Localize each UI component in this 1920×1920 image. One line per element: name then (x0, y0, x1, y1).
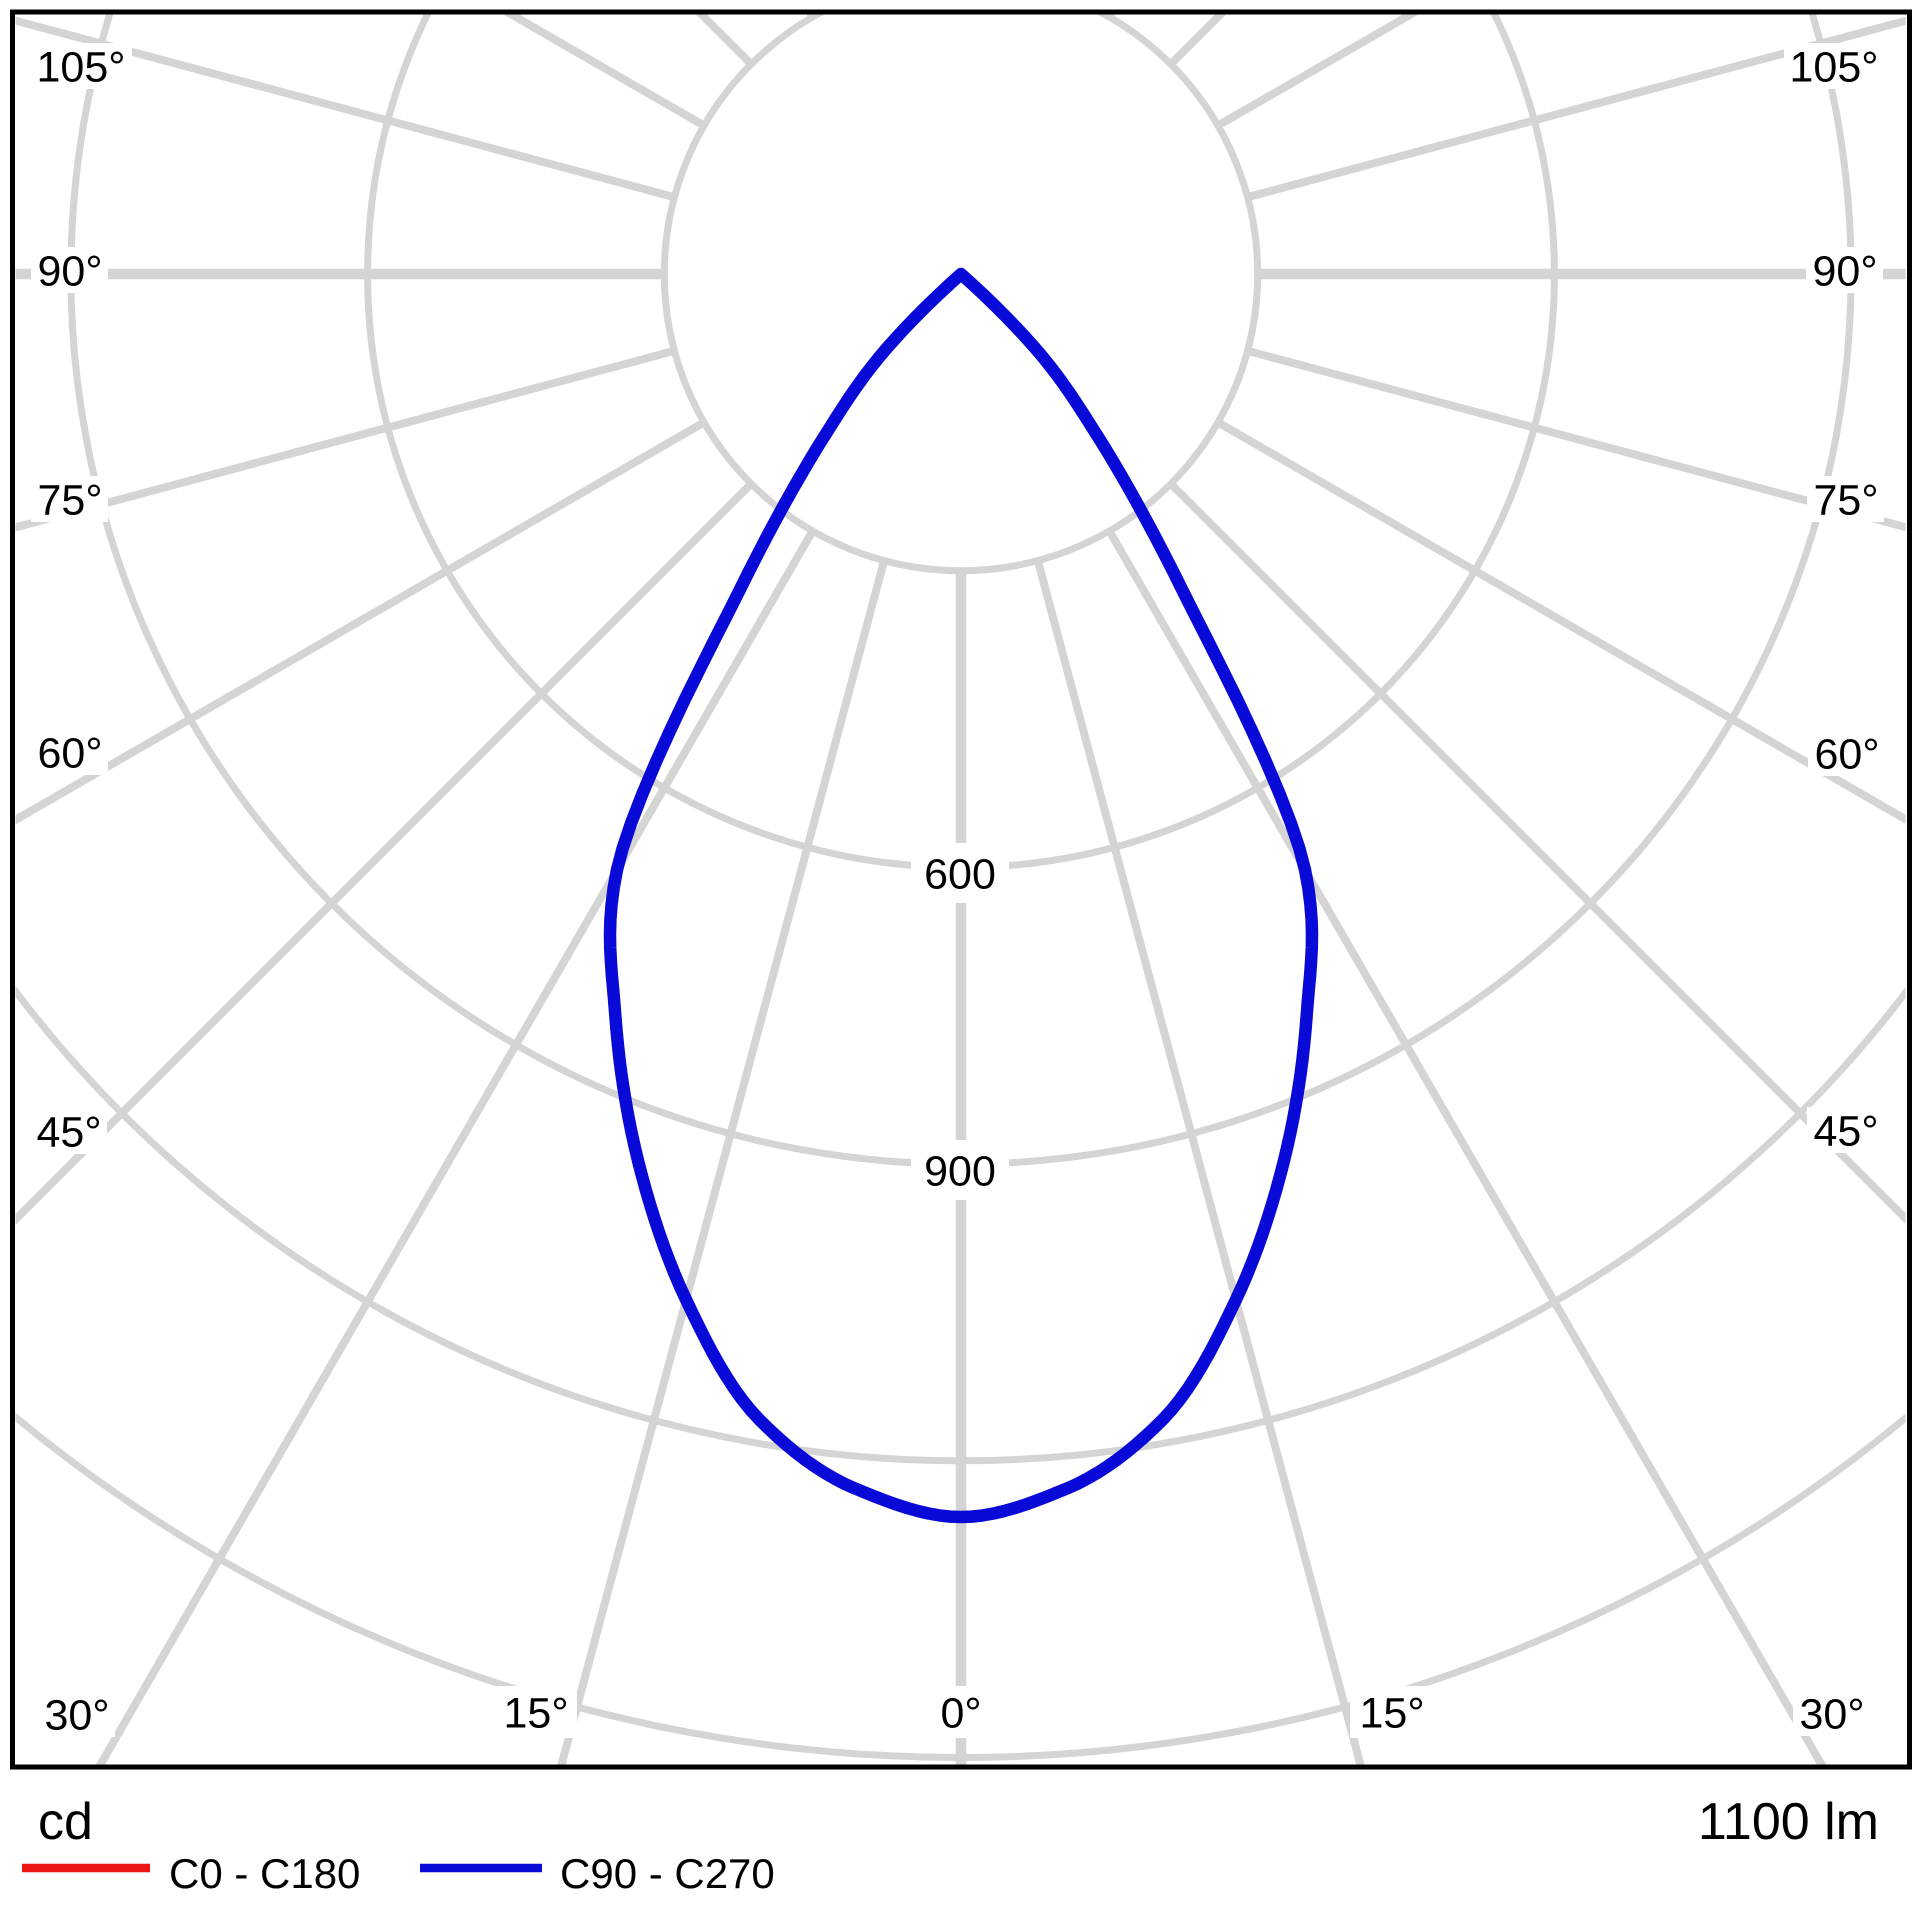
svg-text:45°: 45° (36, 1108, 101, 1156)
svg-text:600: 600 (924, 850, 996, 898)
svg-text:75°: 75° (37, 476, 102, 524)
svg-text:0°: 0° (940, 1689, 981, 1737)
svg-text:900: 900 (924, 1147, 996, 1195)
svg-text:30°: 30° (1799, 1690, 1864, 1738)
svg-text:60°: 60° (37, 729, 102, 777)
svg-text:105°: 105° (37, 43, 126, 91)
svg-text:1100 lm: 1100 lm (1698, 1793, 1879, 1851)
svg-text:cd: cd (38, 1793, 93, 1851)
svg-text:90°: 90° (37, 247, 102, 295)
svg-text:90°: 90° (1812, 247, 1877, 295)
svg-text:105°: 105° (1790, 43, 1879, 91)
svg-text:60°: 60° (1814, 730, 1879, 778)
svg-text:75°: 75° (1813, 476, 1878, 524)
svg-text:C90 - C270: C90 - C270 (560, 1850, 775, 1897)
svg-text:30°: 30° (44, 1691, 109, 1739)
svg-text:C0 - C180: C0 - C180 (169, 1850, 360, 1897)
svg-text:15°: 15° (503, 1689, 568, 1737)
svg-text:45°: 45° (1813, 1107, 1878, 1155)
svg-text:15°: 15° (1359, 1689, 1424, 1737)
